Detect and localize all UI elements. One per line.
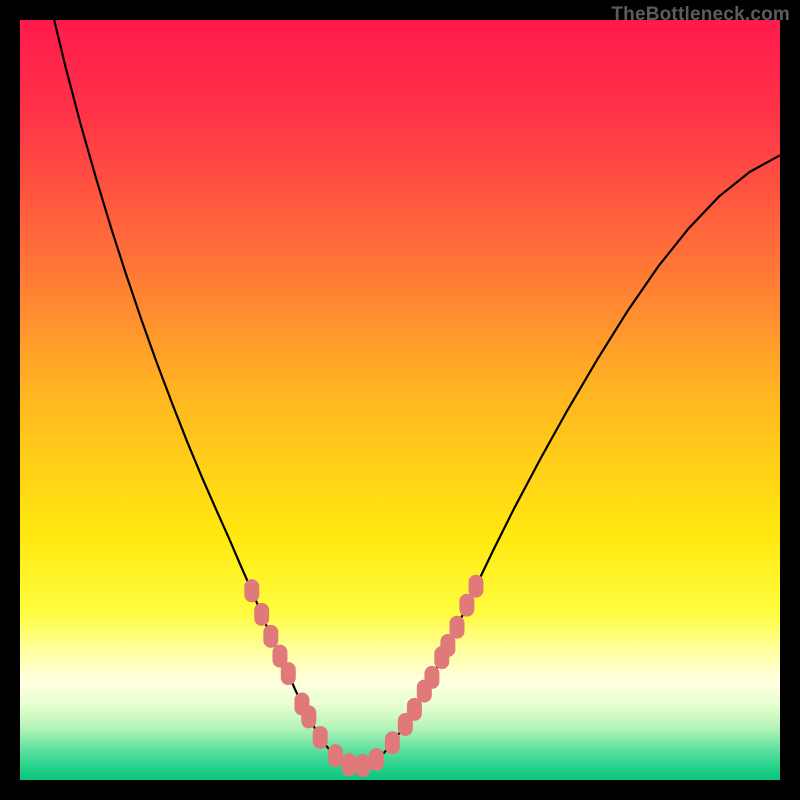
figure-root: TheBottleneck.com <box>0 0 800 800</box>
data-marker <box>264 625 278 647</box>
data-marker <box>328 745 342 767</box>
data-marker <box>450 616 464 638</box>
data-marker <box>407 698 421 720</box>
data-marker <box>245 580 259 602</box>
plot-background <box>20 20 780 780</box>
watermark-text: TheBottleneck.com <box>611 4 790 26</box>
chart-svg <box>0 0 800 800</box>
data-marker <box>369 748 383 770</box>
data-marker <box>313 726 327 748</box>
data-marker <box>356 755 370 777</box>
data-marker <box>425 666 439 688</box>
data-marker <box>441 634 455 656</box>
data-marker <box>342 754 356 776</box>
data-marker <box>460 594 474 616</box>
data-marker <box>255 603 269 625</box>
data-marker <box>302 706 316 728</box>
data-marker <box>385 732 399 754</box>
data-marker <box>281 663 295 685</box>
data-marker <box>469 575 483 597</box>
